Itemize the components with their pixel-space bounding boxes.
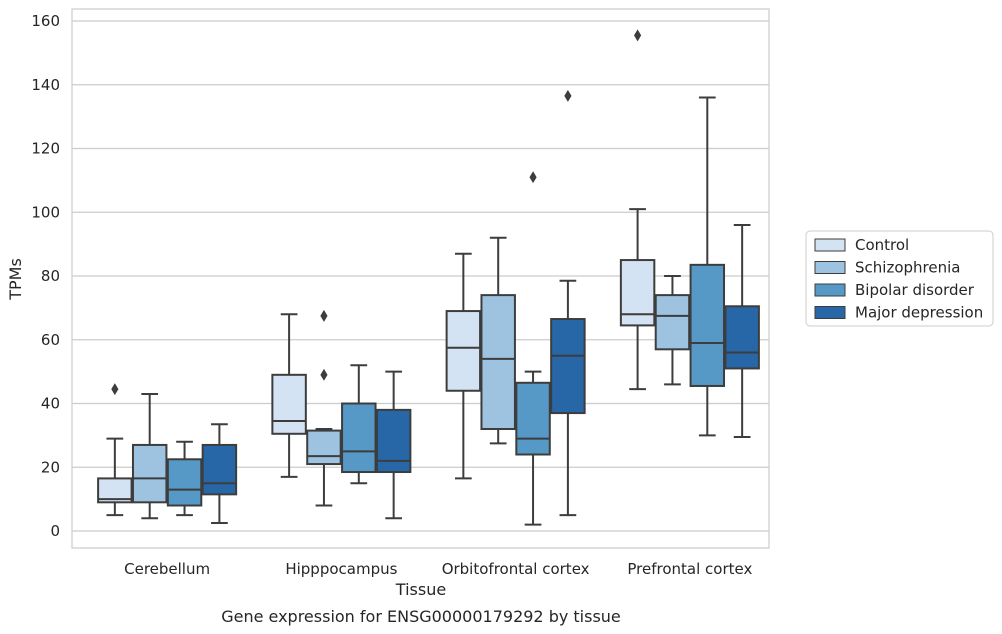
- outlier-point: [564, 89, 572, 102]
- y-tick-label: 140: [31, 76, 60, 94]
- box-body: [166, 458, 203, 507]
- box-2-1: [341, 364, 377, 485]
- y-tick-label: 160: [31, 12, 60, 30]
- x-axis-ticks: Cerebellum Hipppocampus Orbitofrontal cort…: [124, 560, 752, 578]
- legend: Control Schizophrenia Bipolar disorder Majo…: [805, 230, 994, 327]
- plot-area-frame: [71, 8, 770, 549]
- y-tick-label: 120: [31, 140, 60, 158]
- outlier-point: [111, 383, 119, 396]
- box-0-2: [445, 252, 482, 480]
- outlier-point: [529, 171, 537, 184]
- box-1-3: [654, 275, 691, 386]
- legend-swatch: [814, 238, 846, 252]
- legend-swatch: [814, 261, 846, 274]
- box-3-1: [375, 370, 412, 520]
- box-body: [271, 373, 307, 435]
- y-tick-label: 100: [31, 203, 60, 221]
- box-body: [480, 294, 516, 430]
- box-0-0: [97, 383, 133, 517]
- outlier-point: [320, 368, 328, 381]
- box-body: [619, 259, 656, 327]
- box-body: [654, 294, 691, 351]
- box-1-2: [480, 236, 516, 445]
- y-tick-label: 80: [41, 267, 60, 285]
- chart-caption: Gene expression for ENSG00000179292 by t…: [221, 607, 621, 626]
- box-body: [724, 305, 760, 370]
- outlier-point: [634, 29, 642, 42]
- box-1-0: [131, 392, 168, 520]
- y-tick-label: 40: [41, 395, 60, 413]
- x-tick-label: Hipppocampus: [285, 560, 397, 578]
- legend-label: Schizophrenia: [855, 259, 960, 277]
- y-axis-ticks: 0 20 40 60 80 100 120 140 160: [31, 12, 60, 540]
- box-body: [341, 402, 377, 474]
- legend-frame: [805, 230, 994, 327]
- box-body: [97, 477, 133, 504]
- box-3-2: [550, 89, 586, 517]
- box-body: [375, 408, 412, 474]
- box-0-3: [619, 29, 656, 391]
- box-series: [97, 29, 760, 526]
- x-tick-label: Cerebellum: [124, 560, 210, 578]
- y-axis-label: TPMs: [6, 258, 25, 301]
- box-0-1: [271, 313, 307, 478]
- box-body: [515, 381, 551, 456]
- x-axis-label: Tissue: [395, 580, 446, 599]
- legend-swatch: [814, 283, 846, 297]
- y-tick-label: 0: [50, 522, 60, 540]
- legend-label: Major depression: [855, 304, 983, 322]
- box-body: [131, 443, 168, 504]
- box-body: [550, 318, 586, 415]
- legend-label: Bipolar disorder: [855, 281, 975, 299]
- box-3-0: [201, 423, 238, 525]
- legend-label: Control: [855, 236, 909, 254]
- legend-swatch: [814, 306, 846, 319]
- box-2-0: [166, 440, 203, 517]
- outlier-point: [320, 309, 328, 322]
- box-body: [306, 429, 342, 466]
- box-body: [201, 443, 238, 496]
- box-3-3: [724, 224, 760, 438]
- box-1-1: [306, 309, 342, 507]
- y-tick-label: 60: [41, 331, 60, 349]
- box-2-3: [689, 96, 726, 437]
- box-body: [689, 263, 726, 387]
- x-tick-label: Orbitofrontal cortex: [442, 560, 590, 578]
- box-2-2: [515, 171, 551, 526]
- box-body: [445, 310, 482, 392]
- y-tick-label: 20: [41, 458, 60, 476]
- x-tick-label: Prefrontal cortex: [627, 560, 752, 578]
